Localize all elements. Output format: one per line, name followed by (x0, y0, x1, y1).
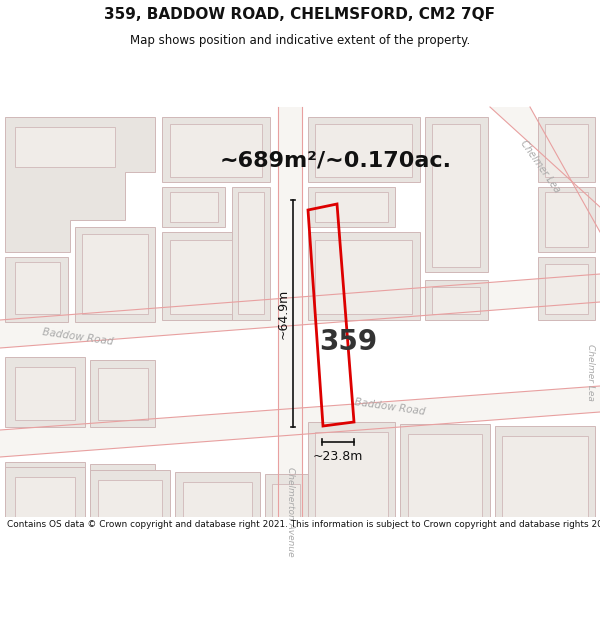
Polygon shape (90, 470, 170, 562)
Polygon shape (162, 187, 225, 227)
Polygon shape (315, 432, 388, 552)
Polygon shape (15, 127, 115, 167)
Text: Chelmer Lea: Chelmer Lea (586, 344, 595, 401)
Text: 359: 359 (319, 328, 377, 356)
Polygon shape (170, 124, 262, 177)
Polygon shape (308, 232, 420, 320)
Polygon shape (98, 480, 162, 552)
Polygon shape (425, 280, 488, 320)
Polygon shape (5, 467, 85, 562)
Polygon shape (545, 264, 588, 314)
Text: Chelmer Lea: Chelmer Lea (518, 139, 562, 195)
Text: ~23.8m: ~23.8m (313, 450, 363, 463)
Polygon shape (5, 257, 68, 322)
Polygon shape (162, 117, 270, 182)
Polygon shape (545, 192, 588, 247)
Polygon shape (90, 464, 155, 552)
Polygon shape (308, 187, 395, 227)
Text: Baddow Road: Baddow Road (42, 327, 114, 347)
Polygon shape (15, 367, 75, 420)
Polygon shape (5, 117, 155, 252)
Polygon shape (272, 484, 300, 552)
Polygon shape (315, 240, 412, 314)
Polygon shape (75, 227, 155, 322)
Polygon shape (232, 187, 270, 320)
Text: 359, BADDOW ROAD, CHELMSFORD, CM2 7QF: 359, BADDOW ROAD, CHELMSFORD, CM2 7QF (104, 7, 496, 22)
Polygon shape (308, 422, 395, 562)
Polygon shape (5, 357, 85, 427)
Polygon shape (502, 436, 588, 552)
Polygon shape (0, 274, 600, 348)
Polygon shape (432, 287, 480, 314)
Polygon shape (538, 117, 595, 182)
Polygon shape (400, 424, 490, 562)
Polygon shape (315, 124, 412, 177)
Polygon shape (545, 124, 588, 177)
Polygon shape (90, 360, 155, 427)
Polygon shape (170, 240, 232, 314)
Polygon shape (278, 107, 302, 567)
Polygon shape (98, 368, 148, 420)
Polygon shape (175, 472, 260, 562)
Polygon shape (308, 117, 420, 182)
Polygon shape (432, 124, 480, 267)
Polygon shape (538, 187, 595, 252)
Polygon shape (425, 117, 488, 272)
Polygon shape (408, 434, 482, 552)
Polygon shape (15, 472, 75, 542)
Polygon shape (490, 107, 600, 232)
Polygon shape (5, 462, 85, 552)
Polygon shape (170, 192, 218, 222)
Text: Contains OS data © Crown copyright and database right 2021. This information is : Contains OS data © Crown copyright and d… (7, 520, 600, 529)
Polygon shape (0, 386, 600, 457)
Polygon shape (98, 474, 148, 542)
Polygon shape (162, 232, 240, 320)
Polygon shape (183, 482, 252, 552)
Text: Chelmerton Avenue: Chelmerton Avenue (286, 468, 295, 557)
Polygon shape (538, 257, 595, 320)
Polygon shape (495, 426, 595, 562)
Text: ~689m²/~0.170ac.: ~689m²/~0.170ac. (220, 150, 452, 170)
Polygon shape (15, 477, 75, 552)
Polygon shape (82, 234, 148, 314)
Polygon shape (15, 262, 60, 314)
Text: Baddow Road: Baddow Road (354, 397, 426, 417)
Polygon shape (238, 192, 264, 314)
Text: Map shows position and indicative extent of the property.: Map shows position and indicative extent… (130, 34, 470, 47)
Text: ~64.9m: ~64.9m (277, 288, 290, 339)
Polygon shape (265, 474, 308, 562)
Polygon shape (315, 192, 388, 222)
